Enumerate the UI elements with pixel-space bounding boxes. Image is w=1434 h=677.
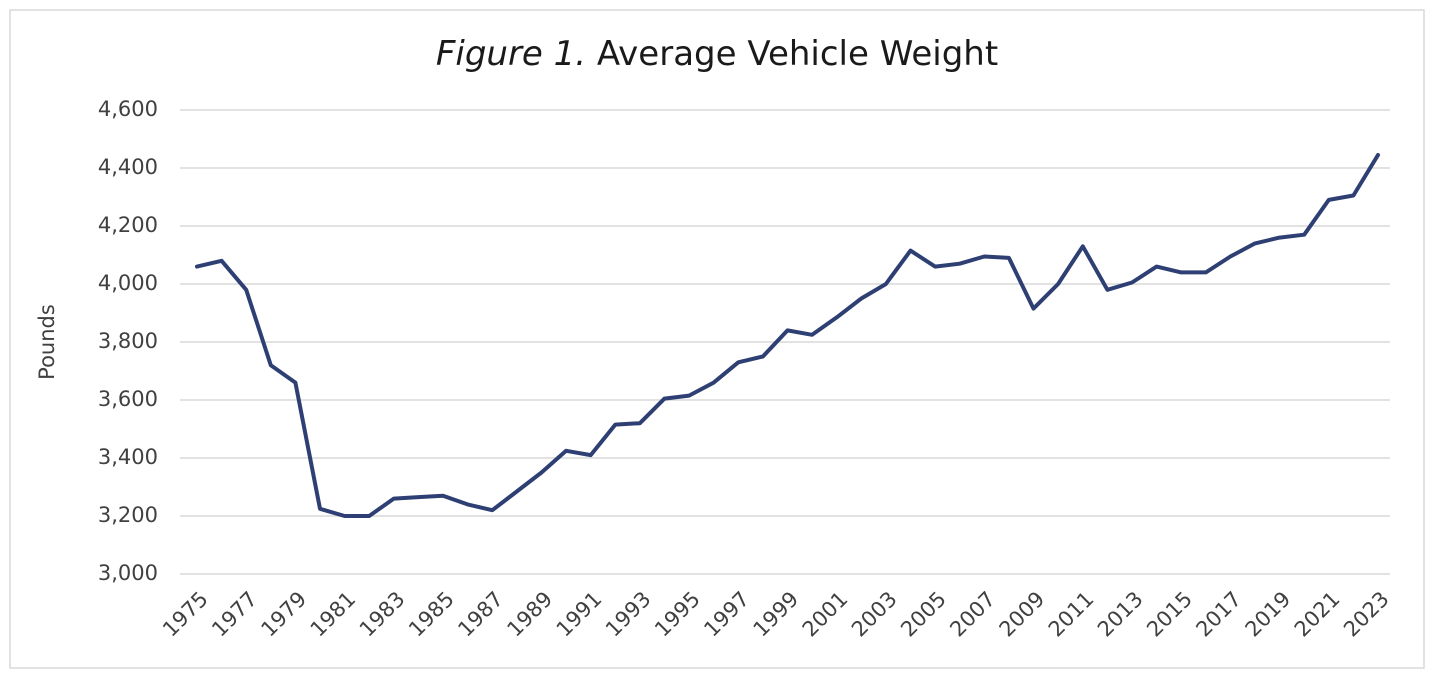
y-tick-label: 3,000 bbox=[98, 561, 158, 585]
y-tick-label: 3,800 bbox=[98, 329, 158, 353]
chart-border bbox=[9, 9, 1425, 669]
y-tick-label: 3,200 bbox=[98, 503, 158, 527]
y-tick-label: 4,600 bbox=[98, 97, 158, 121]
y-tick-label: 3,400 bbox=[98, 445, 158, 469]
y-tick-label: 3,600 bbox=[98, 387, 158, 411]
title-italic: Figure 1. bbox=[436, 34, 586, 74]
y-tick-label: 4,200 bbox=[98, 213, 158, 237]
y-tick-label: 4,000 bbox=[98, 271, 158, 295]
y-axis-label: Pounds bbox=[35, 304, 59, 380]
chart-title: Figure 1. Average Vehicle Weight bbox=[436, 34, 998, 74]
y-tick-label: 4,400 bbox=[98, 155, 158, 179]
line-series bbox=[195, 153, 1380, 518]
title-main: Average Vehicle Weight bbox=[597, 34, 998, 74]
